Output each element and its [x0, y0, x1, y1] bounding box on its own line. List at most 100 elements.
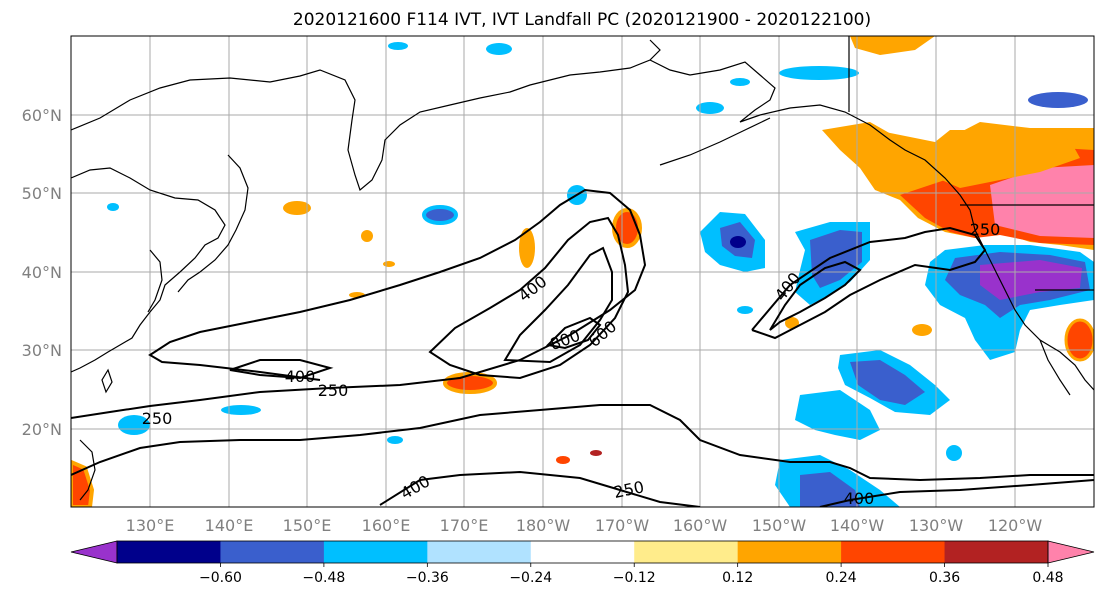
negative-shading-gulf-center-inner — [810, 230, 862, 288]
lat-tick: 30°N — [22, 341, 62, 360]
negative-shading-arctic-2 — [486, 43, 512, 55]
colorbar-segment — [530, 541, 635, 563]
coastline-taiwan — [101, 368, 113, 394]
map-area: 400 800 600 400 250 250 400 250 400 400 … — [71, 36, 1094, 508]
negative-shading-arctic-3 — [388, 42, 408, 50]
colorbar-segment — [737, 541, 842, 563]
contour-label: 250 — [318, 381, 349, 400]
negative-shading-alaska-north — [779, 66, 859, 80]
coastline-philippines — [79, 439, 96, 501]
positive-shading-small-7 — [590, 450, 602, 456]
coastline-alaska — [649, 59, 976, 231]
negative-shading-mid-5 — [1028, 92, 1088, 108]
colorbar-tick-label: −0.24 — [509, 570, 552, 586]
colorbar-segment — [117, 541, 221, 563]
lat-tick: 20°N — [22, 420, 62, 439]
map-frame — [70, 35, 1095, 508]
negative-shading-south-inner — [800, 472, 860, 507]
contour-label: 250 — [142, 409, 173, 428]
longitude-labels: 130°E 140°E 150°E 160°E 170°E 180°W 170°… — [126, 516, 1043, 535]
negative-pc-shading — [107, 42, 1094, 507]
lon-tick: 160°W — [673, 516, 728, 535]
colorbar-segment — [944, 541, 1049, 563]
contour-800 — [545, 316, 602, 350]
ivt-contours — [71, 188, 1094, 507]
contour-250-south — [71, 404, 1094, 482]
colorbar-tick-label: −0.60 — [199, 570, 242, 586]
colorbar-segment — [841, 541, 946, 563]
negative-shading-small-kam — [696, 102, 724, 114]
lon-tick: 130°E — [126, 516, 175, 535]
lon-tick: 120°W — [988, 516, 1043, 535]
colorbar-segment — [220, 541, 325, 563]
colorbar-tick-label: −0.12 — [613, 570, 656, 586]
contour-400-east — [769, 260, 862, 331]
contour-400-south — [379, 470, 701, 507]
negative-shading-mid-1 — [422, 205, 458, 225]
positive-shading-small-2 — [383, 261, 395, 267]
colorbar-tick-label: −0.48 — [302, 570, 345, 586]
colorbar-extend-low — [70, 540, 118, 564]
coastline-baja — [1039, 339, 1071, 396]
contour-label: 400 — [844, 489, 875, 508]
positive-shading-small-5 — [912, 324, 932, 336]
coastlines — [71, 36, 1094, 501]
contour-400-southeast — [819, 479, 1094, 507]
negative-shading-nw-core — [730, 236, 746, 248]
contour-400-west — [428, 216, 630, 380]
colorbar-tick-label: 0.12 — [722, 570, 753, 586]
colorbar-frame — [116, 540, 1049, 564]
negative-shading-hawaii-ne-inner — [850, 360, 925, 405]
positive-shading-subtropic — [443, 372, 497, 394]
negative-shading-mid-3 — [118, 415, 150, 435]
positive-shading-small-1 — [361, 230, 373, 242]
lon-tick: 160°E — [362, 516, 411, 535]
colorbar-extend-high — [1047, 540, 1095, 564]
positive-shading-midpacific — [519, 228, 535, 268]
positive-shading-alaska-gulf — [885, 130, 1080, 188]
negative-shading-mid-4 — [946, 445, 962, 461]
colorbar-tick-label: 0.48 — [1032, 570, 1063, 586]
lon-tick: 170°W — [595, 516, 650, 535]
lon-tick: 140°W — [830, 516, 885, 535]
positive-pc-shading — [71, 36, 1094, 507]
contour-250-main — [71, 188, 647, 419]
positive-shading-small-4 — [785, 317, 799, 329]
colorbar-segment — [634, 541, 739, 563]
negative-shading-subtropic-blobs — [795, 390, 880, 440]
lon-tick: 170°E — [440, 516, 489, 535]
contour-600 — [503, 246, 613, 364]
negative-shading-mid-6 — [107, 203, 119, 211]
negative-shading-mid-8 — [737, 306, 753, 314]
coastline-north-america — [974, 229, 1094, 391]
negative-shading-mid-7 — [387, 436, 403, 444]
lat-tick: 40°N — [22, 263, 62, 282]
coastline-japan — [177, 154, 249, 293]
positive-shading-kuril — [283, 201, 311, 215]
positive-shading-west-coast-core — [990, 165, 1094, 238]
positive-shading-aleutian — [612, 208, 642, 248]
positive-shading-small-6 — [556, 456, 570, 464]
negative-shading-mid-2 — [221, 405, 261, 415]
lat-tick: 60°N — [22, 106, 62, 125]
lon-tick: 150°E — [283, 516, 332, 535]
coastline-korea — [147, 249, 163, 313]
graticule — [71, 36, 1094, 507]
contour-label: 250 — [970, 220, 1001, 239]
lon-tick: 130°W — [909, 516, 964, 535]
figure-title: 2020121600 F114 IVT, IVT Landfall PC (20… — [293, 10, 871, 30]
negative-shading-arctic-4 — [730, 78, 750, 86]
lon-tick: 150°W — [752, 516, 807, 535]
colorbar-tick-label: 0.24 — [826, 570, 857, 586]
coastline-aleutians — [659, 117, 771, 166]
contour-label: 400 — [285, 367, 316, 386]
contour-400-small — [229, 359, 334, 380]
positive-shading-north-arctic — [850, 36, 935, 55]
contour-250-east — [751, 226, 987, 340]
lon-tick: 140°E — [205, 516, 254, 535]
colorbar-tick-label: 0.36 — [929, 570, 960, 586]
lat-tick: 50°N — [22, 184, 62, 203]
colorbar-segment — [427, 541, 532, 563]
lon-tick: 180°W — [516, 516, 571, 535]
